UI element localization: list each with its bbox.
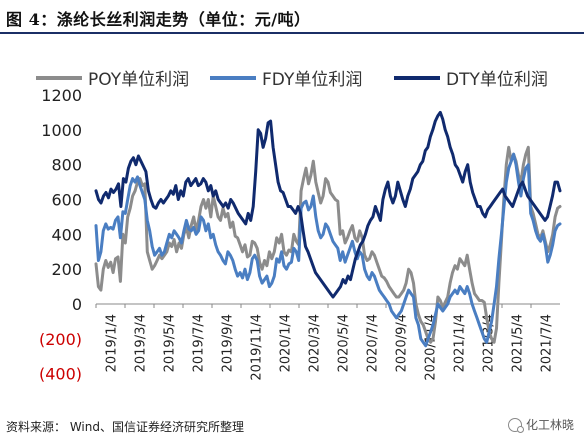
x-tick-label: 2019/3/4	[134, 314, 149, 372]
y-tick-label: (400)	[39, 365, 82, 384]
x-axis: 2019/1/4 2019/3/4 2019/5/4 2019/7/4 2019/9/4…	[95, 303, 560, 381]
x-tick-label: 2019/11/4	[250, 314, 265, 381]
legend-label-fdy: FDY单位利润	[262, 70, 362, 90]
wechat-logo-icon	[507, 417, 524, 433]
legend-label-dty: DTY单位利润	[446, 70, 548, 90]
y-tick-label: 1000	[41, 121, 82, 140]
y-tick-label: 1200	[41, 86, 82, 105]
x-tick-label: 2020/5/4	[337, 314, 352, 372]
x-tick-label: 2021/5/4	[511, 314, 526, 372]
y-tick-label: (200)	[39, 330, 82, 349]
title-rule	[0, 32, 584, 34]
x-tick-label: 2019/5/4	[163, 314, 178, 372]
x-tick-label: 2021/7/4	[540, 314, 555, 372]
x-tick-label: 2020/9/4	[395, 314, 410, 372]
legend: POY单位利润 FDY单位利润 DTY单位利润	[36, 70, 548, 90]
x-tick-label: 2020/1/4	[279, 314, 294, 372]
legend-label-poy: POY单位利润	[88, 70, 189, 90]
y-axis: (400) (200) 0 200 400 600 800 1000 1200	[39, 86, 82, 384]
source-note: 资料来源： Wind、国信证券经济研究所整理	[6, 420, 244, 434]
x-tick-label: 2019/1/4	[105, 314, 120, 372]
y-tick-label: 800	[51, 156, 82, 175]
poy-series-line	[94, 145, 562, 344]
x-tick-label: 2020/3/4	[308, 314, 323, 372]
x-tick-label: 2021/1/4	[453, 314, 468, 372]
figure-title: 图 4：涤纶长丝利润走势（单位：元/吨）	[6, 10, 311, 29]
fdy-series-line	[94, 152, 562, 348]
x-tick-label: 2019/9/4	[221, 314, 236, 372]
y-tick-label: 200	[51, 260, 82, 279]
x-tick-label: 2020/7/4	[366, 314, 381, 372]
series-lines	[94, 110, 562, 348]
x-tick-label: 2021/3/4	[482, 314, 497, 372]
dty-series-line	[94, 110, 562, 299]
y-tick-label: 0	[72, 295, 82, 314]
x-tick-label: 2019/7/4	[192, 314, 207, 372]
y-tick-label: 400	[51, 225, 82, 244]
watermark-text: 化工林晓	[525, 418, 574, 432]
y-tick-label: 600	[51, 191, 82, 210]
watermark: 化工林晓	[507, 416, 574, 433]
profit-line-chart: POY单位利润 FDY单位利润 DTY单位利润 (400) (200) 0 200 400 6…	[36, 70, 562, 384]
